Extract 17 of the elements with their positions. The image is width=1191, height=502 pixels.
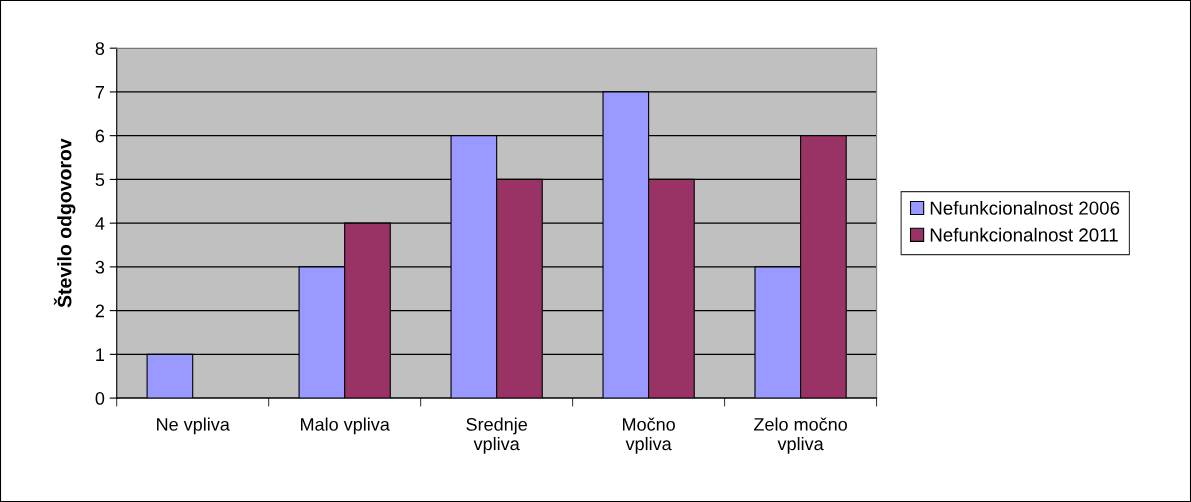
y-tick-label: 2	[95, 304, 105, 318]
x-tick-label: Močno vpliva	[623, 417, 675, 454]
y-tick-label: 7	[95, 86, 105, 99]
y-tick-label: 1	[96, 348, 105, 361]
y-tick-label: 3	[95, 260, 105, 274]
x-tick-label: Malo vpliva	[301, 417, 390, 435]
x-tick-label: Srednje vpliva	[466, 417, 527, 454]
y-tick-label: 5	[95, 173, 105, 187]
y-tick-label: 8	[95, 42, 105, 55]
x-tick-label: Ne vpliva	[157, 417, 230, 435]
legend-label: Nefunkcionalnost 2006	[930, 200, 1120, 215]
y-tick-label: 4	[95, 217, 105, 230]
x-tick-label: Zelo močno vpliva	[754, 417, 847, 454]
y-tick-label: 6	[95, 129, 105, 143]
legend-label: Nefunkcionalnost 2011	[930, 227, 1118, 242]
y-axis-title: Število odgovorov	[53, 138, 76, 308]
y-tick-label: 0	[95, 392, 105, 405]
